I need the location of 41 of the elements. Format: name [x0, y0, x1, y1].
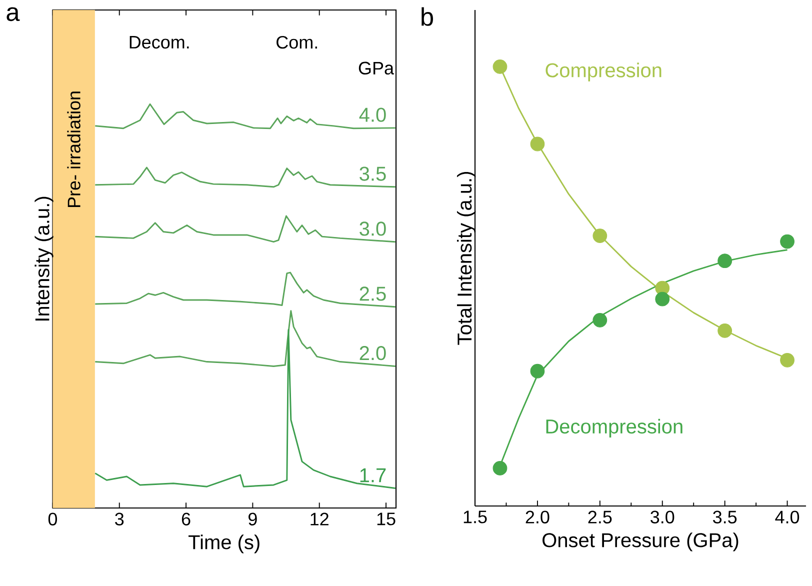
series-label: 1.7: [360, 468, 386, 482]
point: [492, 59, 508, 74]
y-axis-title: Total Intensity (a.u.): [456, 172, 476, 345]
x-tick-label: 2.0: [526, 510, 550, 524]
x-tick-label: 3.5: [713, 510, 737, 524]
series-label: 2.5: [360, 286, 386, 301]
x-tick-label: 15: [377, 512, 396, 526]
band-label: Pre- irradiation: [67, 92, 80, 207]
x-tick-label: 6: [182, 512, 190, 526]
text: Decompression: [546, 418, 682, 438]
x-tick-label: 12: [310, 512, 328, 526]
point: [592, 228, 608, 244]
x-axis-title: Onset Pressure (GPa): [542, 532, 738, 552]
x-tick-label: 1.5: [464, 510, 487, 524]
point: [655, 292, 670, 306]
point: [718, 254, 732, 268]
point: [530, 364, 545, 378]
text: Com.: [276, 36, 317, 49]
series-label: 4.0: [359, 108, 386, 122]
x-tick-label: 9: [248, 512, 257, 526]
point: [530, 136, 545, 152]
point: [592, 312, 608, 328]
point: [780, 352, 794, 368]
point: [718, 324, 732, 338]
series-label: 2.0: [360, 346, 386, 360]
x-tick-label: 4.0: [775, 510, 800, 524]
text: Decom.: [130, 36, 189, 49]
x-axis-title: Time (s): [188, 534, 260, 554]
chart-title: b: [422, 7, 433, 26]
x-tick-label: 2.5: [588, 510, 612, 524]
point: [780, 234, 794, 249]
x-tick-label: 0: [48, 512, 58, 526]
series-label: Compression: [546, 62, 662, 82]
text: GPa: [358, 62, 394, 75]
series-label: 3.0: [360, 222, 386, 236]
x-tick-label: 3: [115, 512, 124, 526]
series-label: 3.5: [360, 166, 386, 181]
chart-title: a: [6, 7, 20, 22]
point: [492, 461, 508, 476]
y-axis-title: Intensity (a.u.): [34, 196, 54, 321]
x-tick-label: 3.0: [650, 510, 674, 524]
